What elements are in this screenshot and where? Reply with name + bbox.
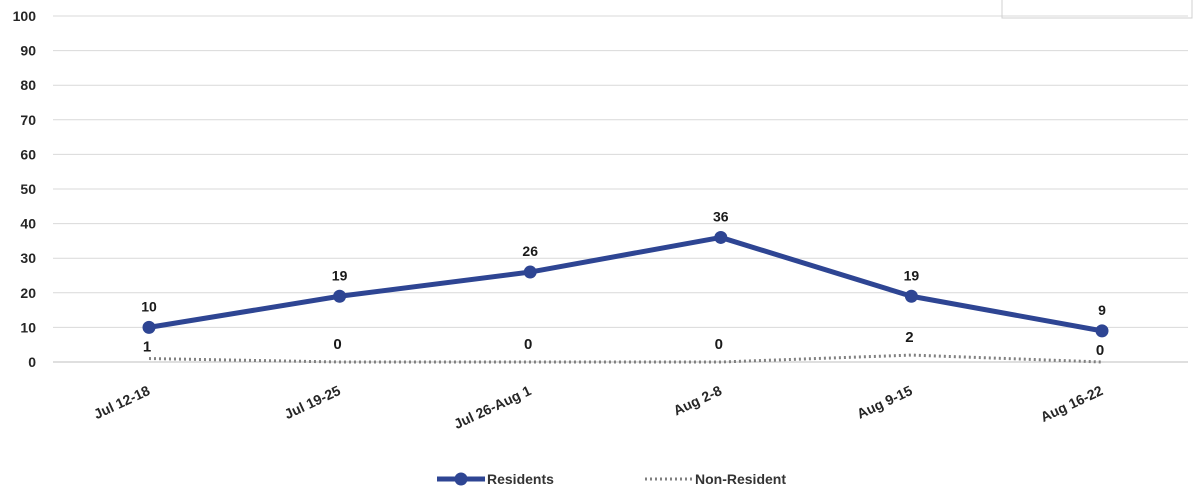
x-axis-category-labels: Jul 12-18 Jul 19-25 Jul 26-Aug 1 Aug 2-8 Aug… <box>91 382 1105 432</box>
non-resident-data-label: 0 <box>333 336 341 353</box>
residents-data-label: 19 <box>904 267 920 283</box>
x-category-label: Aug 9-15 <box>854 382 915 422</box>
legend-marker-residents <box>454 472 468 486</box>
non-resident-data-label: 0 <box>715 336 723 353</box>
y-tick-label: 20 <box>20 285 36 301</box>
legend-frame-partial <box>1001 0 1193 19</box>
residents-point <box>714 230 728 244</box>
non-resident-data-label: 1 <box>143 338 151 355</box>
x-category-label: Jul 26-Aug 1 <box>451 382 533 432</box>
legend-label-non-resident: Non-Resident <box>695 471 786 487</box>
y-tick-label: 80 <box>20 77 36 93</box>
x-category-label: Jul 19-25 <box>282 382 343 422</box>
y-tick-label: 100 <box>13 8 37 24</box>
residents-point <box>904 289 918 303</box>
non-resident-data-label: 0 <box>1096 342 1104 359</box>
y-axis-tick-labels: 0 10 20 30 40 50 60 70 80 90 100 <box>13 8 37 370</box>
x-category-label: Jul 12-18 <box>91 382 152 422</box>
gridlines <box>53 15 1188 363</box>
residents-data-label: 9 <box>1098 302 1106 318</box>
residents-point <box>142 320 156 334</box>
residents-point <box>1095 324 1109 338</box>
residents-data-label: 36 <box>713 208 729 224</box>
x-category-label: Aug 16-22 <box>1038 382 1106 425</box>
non-resident-data-label: 0 <box>524 336 532 353</box>
legend-item-non-resident: Non-Resident <box>645 471 786 487</box>
y-tick-label: 10 <box>20 319 36 335</box>
y-tick-label: 30 <box>20 250 36 266</box>
legend-label-residents: Residents <box>487 471 554 487</box>
series-line-residents <box>148 234 1103 334</box>
y-tick-label: 60 <box>20 146 36 162</box>
y-tick-label: 70 <box>20 112 36 128</box>
residents-data-label: 19 <box>332 267 348 283</box>
legend-item-residents: Residents <box>437 471 554 487</box>
residents-data-label: 26 <box>522 243 538 259</box>
residents-point <box>523 265 537 279</box>
legend: Residents Non-Resident <box>437 471 786 487</box>
residents-data-label: 10 <box>141 298 157 314</box>
y-tick-label: 90 <box>20 43 36 59</box>
series-lines <box>142 230 1109 364</box>
y-tick-label: 50 <box>20 181 36 197</box>
residents-point <box>333 289 347 303</box>
series-line-non-resident <box>148 353 1103 364</box>
y-tick-label: 40 <box>20 216 36 232</box>
non-resident-data-label: 2 <box>905 329 913 346</box>
y-tick-label: 0 <box>28 354 36 370</box>
x-category-label: Aug 2-8 <box>671 382 724 418</box>
